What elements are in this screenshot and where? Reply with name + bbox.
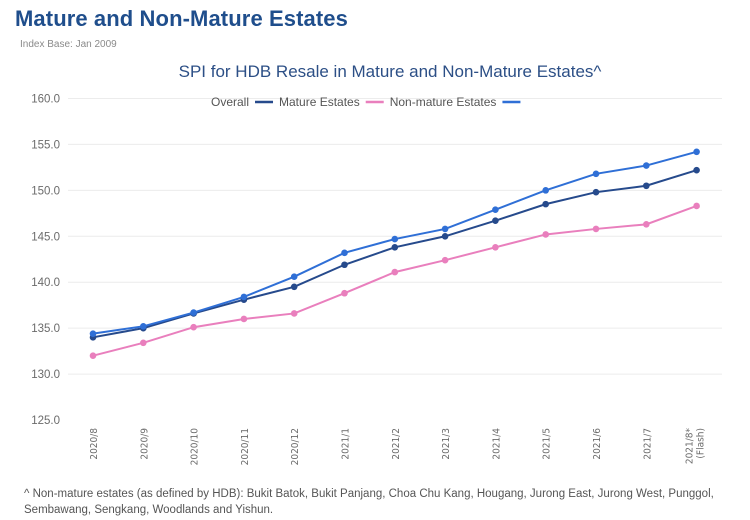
x-tick-label-group: 2021/5 [542,428,553,460]
data-point [643,221,650,228]
x-tick-label-group: 2021/6 [592,428,603,460]
data-point [643,182,650,190]
data-point [391,268,399,276]
index-base-subtitle: Index Base: Jan 2009 [20,39,117,50]
legend-label: Mature Estates [279,95,360,109]
x-tick-sublabel: (Flash) [696,428,707,459]
legend: Overall Mature Estates Non-mature Estates [211,95,521,109]
data-point [542,187,549,194]
series-group [89,148,700,360]
x-tick-label-group: 2020/12 [290,428,301,465]
x-tick-label: 2021/1 [341,428,352,460]
data-point [240,293,248,301]
x-tick-label-group: 2021/4 [491,428,502,460]
x-tick-label-group: 2021/2 [391,428,402,460]
data-point [140,339,147,347]
x-tick-label: 2020/12 [290,428,301,465]
x-tick-label-group: 2021/7 [642,428,653,460]
data-point [140,323,147,330]
y-tick-label: 160.0 [31,94,60,106]
data-point [441,225,449,233]
x-tick-label-group: 2020/8 [89,428,100,460]
y-tick-label: 155.0 [31,139,60,151]
legend-label: Non-mature Estates [390,95,497,109]
y-tick-label: 135.0 [31,323,60,335]
footnote: ^ Non-mature estates (as defined by HDB)… [24,488,714,516]
chart-title: SPI for HDB Resale in Mature and Non-Mat… [178,62,602,81]
data-point [441,256,449,264]
x-tick-label: 2020/10 [190,428,201,466]
x-tick-label: 2020/9 [139,428,150,460]
legend-label: Overall [211,95,249,109]
x-tick-label: 2021/2 [391,428,402,460]
x-tick-label-group: 2021/1 [341,428,352,460]
data-point [693,202,700,210]
data-point [592,188,600,196]
line-chart: 125.0 130.0 135.0 140.0 145.0 150.0 155.0 160.0… [31,94,722,466]
x-tick-label-group: 2021/8* [685,428,696,465]
data-point [391,244,399,251]
x-tick-label: 2021/8* [685,428,696,465]
data-point [190,309,197,316]
data-point [341,261,348,269]
x-tick-label-group: 2020/9 [139,428,150,460]
y-tick-label: 130.0 [31,369,60,381]
data-point [89,352,97,360]
data-point [341,289,348,297]
y-tick-label: 140.0 [31,277,60,289]
x-tick-label: 2021/5 [542,428,553,460]
data-point [341,249,348,257]
y-tick-label: 145.0 [31,231,60,243]
y-axis: 125.0 130.0 135.0 140.0 145.0 150.0 155.0 160.0 [31,94,60,428]
x-tick-label: 2021/3 [441,428,452,460]
y-tick-label: 150.0 [31,185,60,197]
x-tick-label-group: 2021/3 [441,428,452,460]
data-point [391,235,399,243]
data-point [492,217,499,224]
x-tick-label: 2021/7 [642,428,653,460]
series-line [92,169,697,339]
data-point [492,244,499,251]
data-point [441,232,449,240]
data-point [542,200,549,208]
data-point [240,315,248,323]
data-point [492,206,499,213]
series-line [92,205,697,357]
series-mature-estates [89,202,700,360]
data-point [693,166,700,174]
series-overall [89,166,700,341]
data-point [693,148,700,156]
data-point [290,283,298,291]
x-tick-label-group: 2020/10 [190,428,201,466]
data-point [89,330,97,337]
x-tick-label-group: 2020/11 [240,428,251,465]
data-point [542,231,549,238]
x-tick-sublabel-group: (Flash) [696,428,707,459]
series-line [92,150,697,335]
x-tick-label: 2020/8 [89,428,100,460]
data-point [190,323,197,331]
x-tick-label: 2021/4 [491,428,502,460]
data-point [592,225,600,233]
data-point [643,162,650,169]
series-non-mature-estates [89,148,700,337]
x-axis: 2020/8 2020/9 2020/10 2020/11 2020/12 2021/1 2… [89,428,707,466]
y-tick-label: 125.0 [31,415,60,427]
page-title: Mature and Non-Mature Estates [15,6,348,31]
x-tick-label: 2021/6 [592,428,603,460]
x-tick-label: 2020/11 [240,428,251,465]
data-point [592,170,600,178]
data-point [290,310,298,317]
data-point [290,273,298,281]
